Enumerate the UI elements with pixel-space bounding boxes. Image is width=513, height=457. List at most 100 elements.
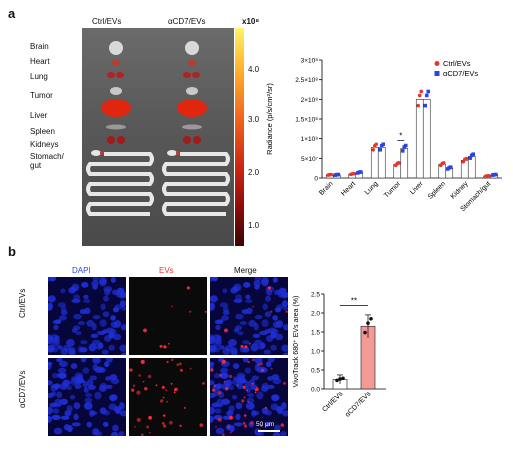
data-point xyxy=(400,149,405,153)
ctrl-organs xyxy=(86,41,154,216)
x-tick-label: Kidney xyxy=(450,180,470,200)
data-point xyxy=(369,316,373,321)
bar-1 xyxy=(377,147,386,179)
data-point xyxy=(358,170,363,174)
colorbar-exponent: x10⁸ xyxy=(242,17,260,26)
significance-label: ** xyxy=(351,296,357,305)
colorbar-tick-3: 3.0 xyxy=(248,115,260,124)
data-point xyxy=(396,161,401,165)
bar-1 xyxy=(400,148,409,179)
data-point xyxy=(335,378,339,383)
bar-1 xyxy=(422,99,431,179)
y-tick-label: 2×10⁸ xyxy=(301,97,319,104)
col-header-dapi: DAPI xyxy=(72,266,91,275)
data-point xyxy=(341,376,345,381)
x-tick-label: Liver xyxy=(409,180,425,196)
organ-label-kidneys: Kidneys xyxy=(30,140,59,149)
y-tick-label: 2.0 xyxy=(311,311,320,318)
organ-label-liver: Liver xyxy=(30,111,48,120)
data-point xyxy=(423,103,428,108)
ivis-image xyxy=(82,28,234,246)
organ-label-spleen: Spleen xyxy=(30,127,55,136)
data-point xyxy=(378,147,383,152)
data-point xyxy=(471,152,476,157)
y-tick-label: 2.5 xyxy=(311,292,320,299)
image-evs-ctrl xyxy=(129,277,207,355)
data-point xyxy=(486,174,491,178)
colorbar-tick-1: 1.0 xyxy=(248,221,260,230)
x-tick-label: Ctrl/EVs xyxy=(321,390,344,413)
group-label-ctrl: Ctrl/EVs xyxy=(92,17,122,26)
y-tick-label: 1.0 xyxy=(311,349,320,356)
organ-label-gut: gut xyxy=(30,161,42,170)
ivis-organs-drawing xyxy=(86,41,230,216)
y-tick-label: 2.5×10⁸ xyxy=(295,77,318,84)
legend-marker-0 xyxy=(434,61,440,66)
legend-marker-1 xyxy=(434,71,440,76)
data-point xyxy=(381,142,386,147)
data-point xyxy=(374,142,379,147)
image-merge-acd7 xyxy=(210,358,288,436)
legend-label-0: Ctrl/EVs xyxy=(443,59,471,68)
colorbar-tick-2: 2.0 xyxy=(248,168,260,177)
data-point xyxy=(403,143,408,148)
organ-label-tumor: Tumor xyxy=(30,91,53,100)
legend-label-1: αCD7/EVs xyxy=(443,69,478,78)
data-point xyxy=(424,93,429,98)
data-point xyxy=(441,161,446,165)
data-point xyxy=(371,147,376,152)
data-point xyxy=(338,377,342,381)
image-evs-acd7 xyxy=(129,358,207,436)
row-label-ctrl: Ctrl/EVs xyxy=(18,288,27,318)
bar-0 xyxy=(370,147,379,179)
y-axis-title: Radiance (p/s/cm²/sr) xyxy=(265,83,274,155)
y-tick-label: 0.5 xyxy=(311,368,320,375)
organ-label-heart: Heart xyxy=(30,57,50,66)
bar-0 xyxy=(415,99,424,179)
data-point xyxy=(416,103,421,108)
data-point xyxy=(426,89,431,94)
acd7-organs xyxy=(162,41,230,216)
x-tick-label: αCD7/EVs xyxy=(344,390,373,419)
organ-label-stomach: Stomach/ xyxy=(30,152,64,161)
organ-label-brain: Brain xyxy=(30,42,49,51)
data-point xyxy=(336,172,341,177)
scale-bar-line xyxy=(258,430,280,432)
row-label-acd7: αCD7/EVs xyxy=(18,370,27,408)
panel-letter-b: b xyxy=(8,244,16,259)
image-merge-ctrl xyxy=(210,277,288,355)
data-point xyxy=(351,171,356,176)
data-point xyxy=(468,156,473,160)
radiance-bar-chart: 0 5×10⁷ 1×10⁸ 1.5×10⁸ 2×10⁸ 2.5×10⁸ 3×10⁸ Radia… xyxy=(265,58,502,213)
data-point xyxy=(419,89,424,94)
y-tick-label: 1×10⁸ xyxy=(301,136,319,143)
data-point xyxy=(366,321,370,325)
colorbar xyxy=(235,28,244,246)
x-tick-label: Spleen xyxy=(427,180,447,200)
panel-letter-a: a xyxy=(8,6,16,21)
scale-bar-label: 50 μm xyxy=(256,421,275,428)
organ-label-lung: Lung xyxy=(30,72,48,81)
col-header-merge: Merge xyxy=(234,266,257,275)
y-tick-label: 1.5 xyxy=(311,330,320,337)
y-tick-label: 1.5×10⁸ xyxy=(295,117,318,124)
data-point xyxy=(493,172,498,177)
ev-area-bar-chart: 0.0 0.5 1.0 1.5 2.0 2.5 VivoTrack 680⁺ EVs are… xyxy=(293,292,386,419)
significance-label: * xyxy=(399,132,402,141)
x-tick-label: Lung xyxy=(364,180,380,196)
data-point xyxy=(363,330,367,335)
x-tick-label: Heart xyxy=(340,180,357,197)
y-tick-label: 5×10⁷ xyxy=(301,156,319,163)
x-tick-label: Tumor xyxy=(383,180,403,200)
y-axis-title: VivoTrack 680⁺ EVs area (%) xyxy=(293,296,300,388)
col-header-evs: EVs xyxy=(159,266,174,275)
x-tick-label: Brain xyxy=(318,180,335,197)
image-dapi-acd7 xyxy=(48,358,126,436)
data-point xyxy=(448,165,453,169)
colorbar-tick-4: 4.0 xyxy=(248,65,260,74)
image-dapi-ctrl xyxy=(48,277,126,355)
group-label-acd7: αCD7/EVs xyxy=(168,17,206,26)
y-tick-label: 3×10⁸ xyxy=(301,58,319,65)
data-point xyxy=(464,156,469,161)
data-point xyxy=(329,172,334,177)
